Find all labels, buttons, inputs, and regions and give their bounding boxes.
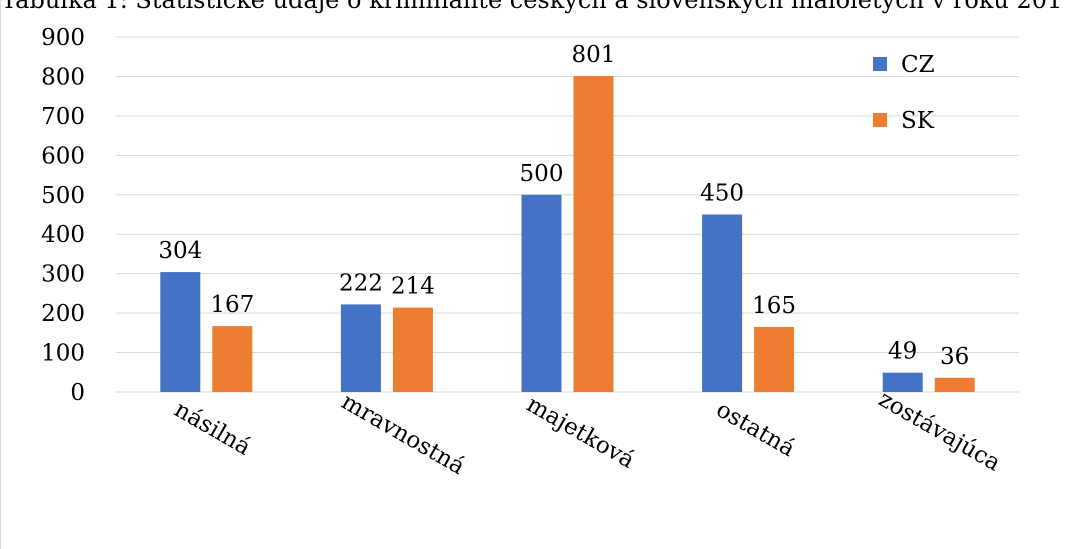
data-label: 165 bbox=[752, 293, 796, 319]
data-label: 36 bbox=[940, 344, 969, 370]
legend-label: CZ bbox=[901, 52, 935, 78]
legend-swatch-cz bbox=[873, 57, 887, 71]
legend: CZ SK bbox=[873, 52, 935, 134]
y-axis: 0 100 200 300 400 500 600 700 800 900 bbox=[41, 25, 85, 406]
bar-sk bbox=[754, 326, 795, 392]
x-tick-label: zostávajúca bbox=[874, 386, 1005, 477]
data-label: 500 bbox=[520, 161, 564, 187]
data-label: 49 bbox=[888, 339, 917, 365]
legend-swatch-sk bbox=[873, 113, 887, 127]
y-tick-label: 600 bbox=[41, 143, 85, 169]
x-tick-label: ostatná bbox=[712, 396, 800, 462]
bars bbox=[160, 76, 975, 393]
y-tick-label: 900 bbox=[41, 25, 85, 51]
bar-sk bbox=[212, 326, 253, 392]
y-tick-label: 0 bbox=[70, 380, 85, 406]
x-tick-label: násilná bbox=[170, 396, 256, 460]
data-label: 801 bbox=[572, 42, 616, 68]
bar-cz bbox=[882, 372, 923, 392]
data-label: 450 bbox=[700, 181, 744, 207]
bar-cz bbox=[160, 272, 201, 392]
data-label: 304 bbox=[158, 238, 202, 264]
bar-cz bbox=[702, 214, 743, 392]
y-tick-label: 400 bbox=[41, 222, 85, 248]
bar-cz bbox=[521, 194, 562, 392]
data-labels: 304 167 222 214 500 801 450 165 49 36 bbox=[158, 42, 969, 370]
y-tick-label: 300 bbox=[41, 262, 85, 288]
bar-sk bbox=[573, 76, 614, 393]
y-tick-label: 200 bbox=[41, 301, 85, 327]
legend-label: SK bbox=[901, 108, 935, 134]
x-axis: násilná mravnostná majetková ostatná zostáva… bbox=[170, 386, 1005, 480]
y-tick-label: 100 bbox=[41, 341, 85, 367]
x-tick-label: majetková bbox=[522, 391, 639, 474]
bar-sk bbox=[392, 307, 433, 392]
y-tick-label: 700 bbox=[41, 104, 85, 130]
data-label: 222 bbox=[339, 270, 383, 296]
x-tick-label: mravnostná bbox=[337, 389, 470, 481]
y-tick-label: 500 bbox=[41, 183, 85, 209]
bar-cz bbox=[340, 304, 381, 392]
data-label: 167 bbox=[210, 292, 254, 318]
bar-sk bbox=[934, 377, 975, 392]
y-tick-label: 800 bbox=[41, 64, 85, 90]
data-label: 214 bbox=[391, 274, 435, 300]
chart-title: Tabuľka 1: Štatistické údaje o kriminali… bbox=[1, 0, 1067, 14]
